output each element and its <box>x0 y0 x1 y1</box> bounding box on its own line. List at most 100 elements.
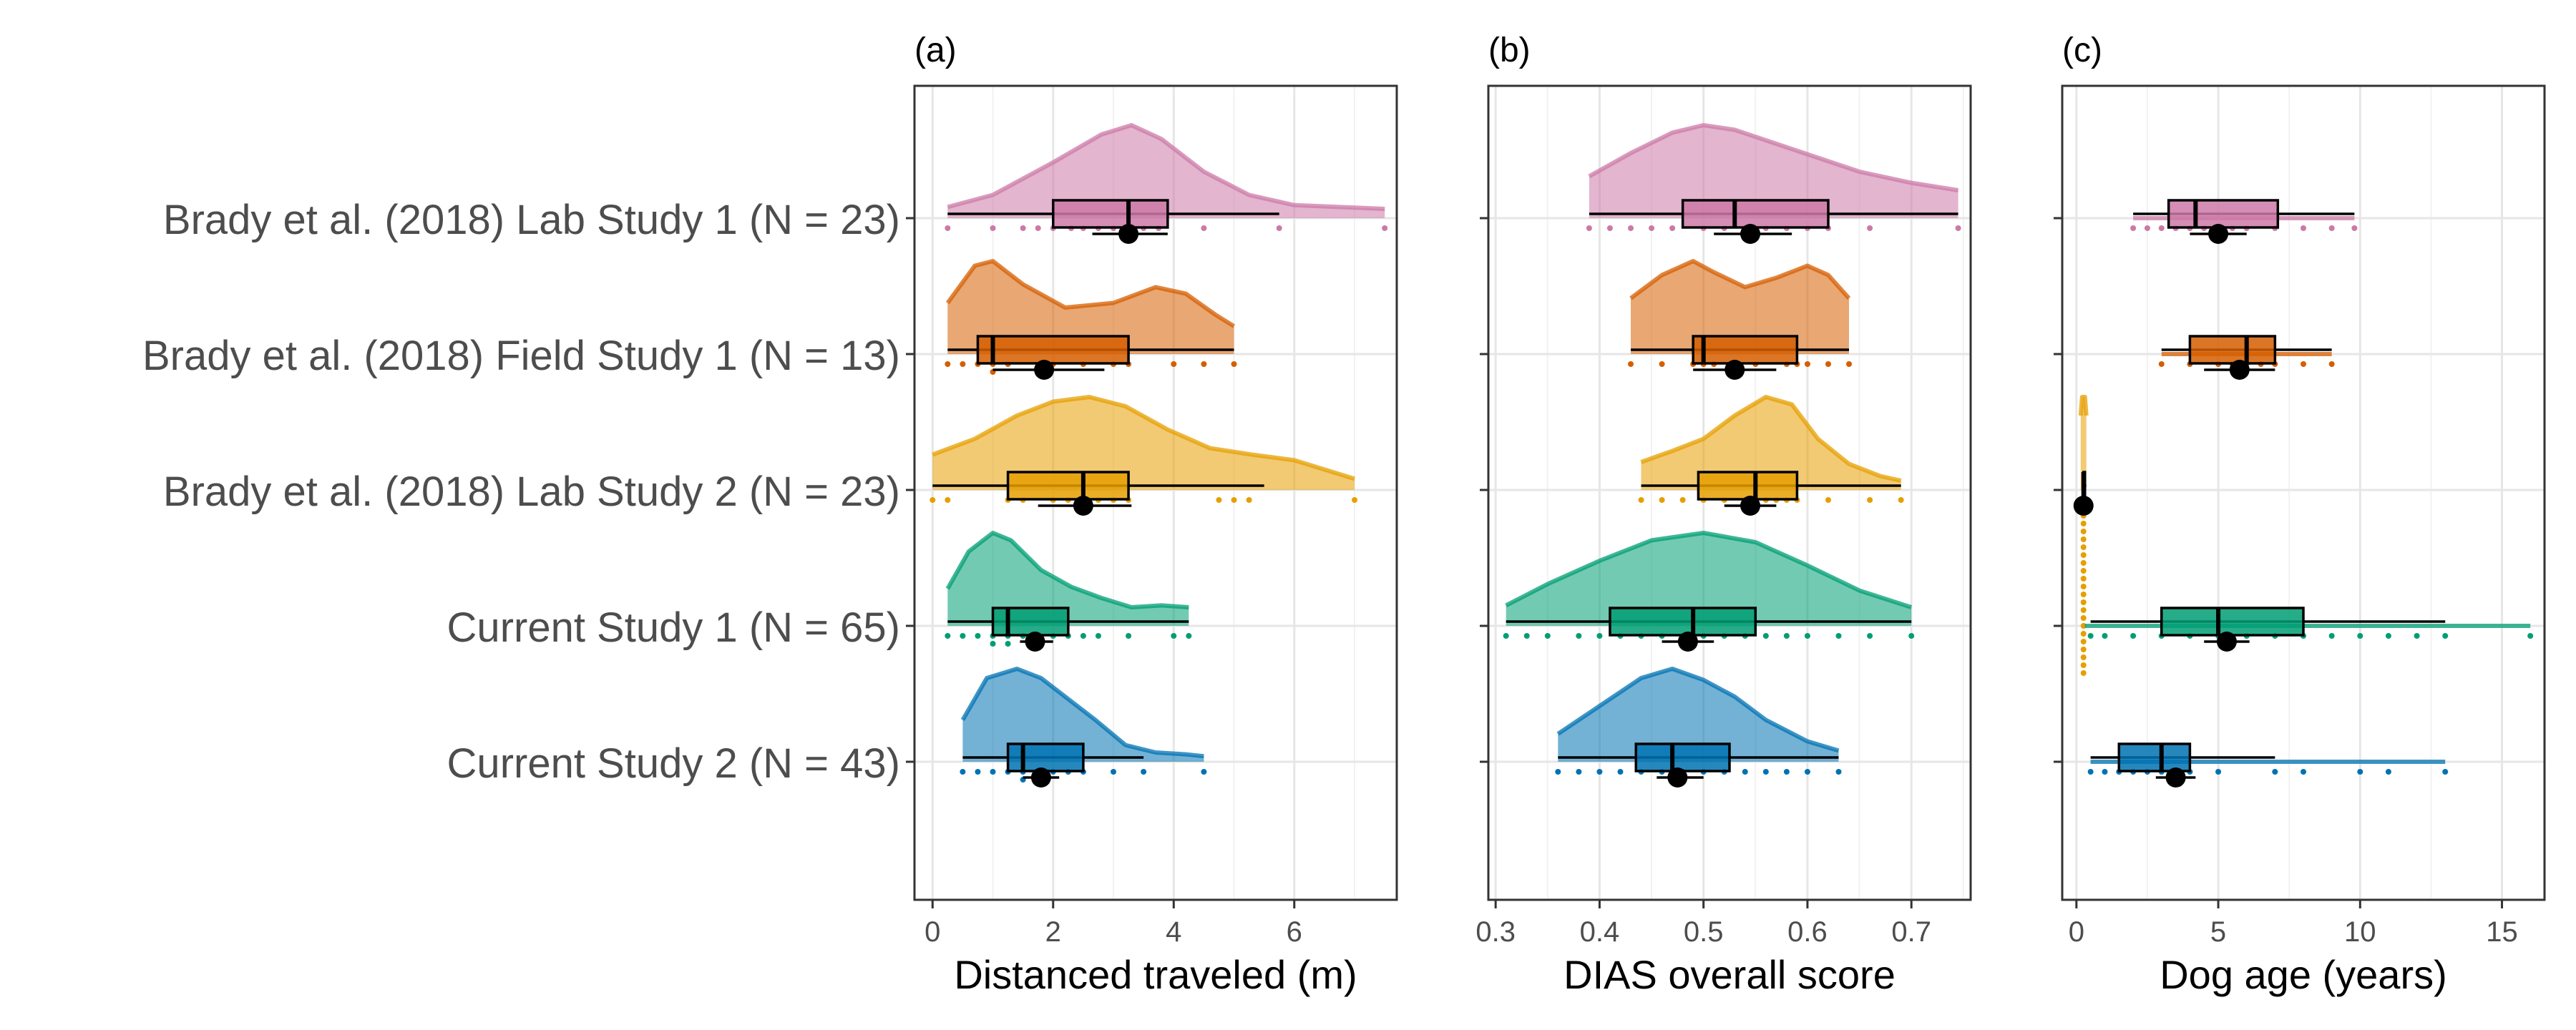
mean-point <box>2165 767 2186 788</box>
x-tick-label: 5 <box>2210 916 2226 948</box>
rain-point <box>1955 225 1961 231</box>
rain-point <box>2527 633 2534 639</box>
panel-border <box>913 84 1398 901</box>
rain-point <box>1669 225 1676 231</box>
series-5 <box>960 667 1207 788</box>
series-4 <box>945 531 1192 652</box>
x-tick-label: 10 <box>2344 916 2376 948</box>
rain-point <box>1201 769 1207 775</box>
rain-point <box>1201 225 1207 231</box>
density-outline <box>1640 395 1902 483</box>
category-label-2: Brady et al. (2018) Field Study 1 (N = 1… <box>142 333 900 379</box>
density-cloud <box>947 533 1189 626</box>
rain-point <box>1171 633 1177 639</box>
x-tick-label: 0.3 <box>1475 916 1516 948</box>
density-outline <box>960 667 1204 759</box>
rain-point <box>945 633 951 639</box>
rain-point <box>2080 599 2087 605</box>
rain-point <box>945 361 951 367</box>
rain-point <box>1352 497 1358 503</box>
series-2 <box>945 259 1237 380</box>
mean-point <box>1740 224 1761 244</box>
rain-point <box>2087 633 2094 639</box>
mean-point <box>1034 360 1055 380</box>
rain-point <box>1201 361 1207 367</box>
series-1 <box>2130 199 2358 244</box>
mean-point <box>1724 360 1745 380</box>
rain-point <box>2130 225 2137 231</box>
rain-point <box>2414 633 2420 639</box>
rain-point <box>1080 633 1086 639</box>
rain-point <box>1186 633 1192 639</box>
rain-point <box>1762 633 1769 639</box>
x-tick-label: 4 <box>1166 916 1181 948</box>
rain-point <box>2080 544 2087 550</box>
rain-point <box>1628 225 1634 231</box>
x-tick-label: 0 <box>924 916 940 948</box>
panel-label: (c) <box>2062 31 2102 69</box>
y-axis-category-labels: Brady et al. (2018) Lab Study 1 (N = 23)… <box>142 197 900 787</box>
panel-c: 0 5 10 15 Dog age (years) (c) <box>2054 31 2546 997</box>
rain-point <box>1867 497 1873 503</box>
rain-point <box>1141 769 1147 775</box>
rain-point <box>1095 633 1101 639</box>
density-cloud <box>1631 261 1849 354</box>
rain-point <box>2328 361 2335 367</box>
rain-point <box>1783 769 1790 775</box>
density-outline <box>1505 531 1913 609</box>
rain-point <box>930 497 936 503</box>
rain-point <box>1111 769 1117 775</box>
box-iqr <box>1052 199 1169 229</box>
rain-point <box>975 633 981 639</box>
rain-point <box>990 641 996 647</box>
rain-point <box>1005 641 1011 647</box>
rain-point <box>1835 633 1842 639</box>
density-cloud <box>962 669 1204 762</box>
panel-label: (b) <box>1488 31 1531 69</box>
rain-point <box>1762 769 1769 775</box>
rain-point <box>2080 607 2087 613</box>
rain-point <box>1544 633 1551 639</box>
rain-point <box>1231 497 1237 503</box>
rain-point <box>1576 633 1582 639</box>
rain-point <box>2301 225 2306 231</box>
category-label-5: Current Study 2 (N = 43) <box>447 740 900 787</box>
rain-point <box>2080 615 2087 621</box>
series-1 <box>1586 123 1961 244</box>
rain-point <box>2357 633 2363 639</box>
rain-point <box>1606 225 1613 231</box>
rain-point <box>960 633 966 639</box>
rain-point <box>960 769 966 775</box>
x-tick-label: 0.7 <box>1891 916 1931 948</box>
series-2 <box>1628 259 1853 380</box>
mean-point <box>1740 496 1761 516</box>
rain-point <box>1231 361 1237 367</box>
box-iqr <box>991 607 1070 637</box>
box-iqr <box>1006 471 1130 501</box>
rain-point <box>1659 497 1665 503</box>
rain-point <box>2158 225 2165 231</box>
box-iqr <box>1006 742 1085 772</box>
rain-point <box>1898 497 1904 503</box>
rain-point <box>2080 631 2087 637</box>
rain-point <box>1523 633 1530 639</box>
rain-point <box>2158 361 2165 367</box>
rain-point <box>1804 633 1810 639</box>
rain-point <box>1804 769 1810 775</box>
series-3 <box>1638 395 1904 516</box>
rain-point <box>2328 633 2335 639</box>
rain-point <box>2442 769 2449 775</box>
mean-point <box>1025 632 1045 652</box>
density-outline <box>932 395 1355 481</box>
rain-point <box>960 361 966 367</box>
rain-point <box>2144 225 2150 231</box>
rain-point <box>1867 225 1873 231</box>
density-outline <box>2078 395 2089 416</box>
rain-point <box>2080 647 2087 652</box>
panel-border <box>1487 84 1972 901</box>
panel-background <box>2062 86 2545 900</box>
box-iqr <box>2160 607 2305 637</box>
rain-point <box>2328 225 2335 231</box>
rain-point <box>2080 521 2087 526</box>
